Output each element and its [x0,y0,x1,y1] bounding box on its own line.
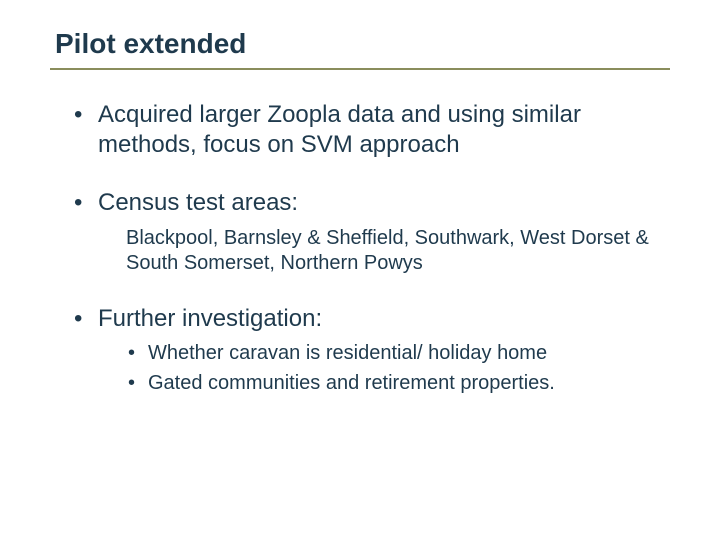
bullet-text: Acquired larger Zoopla data and using si… [98,101,581,158]
bullet-subtext: Blackpool, Barnsley & Sheffield, Southwa… [126,226,665,276]
slide: Pilot extended Acquired larger Zoopla da… [0,0,720,540]
bullet-item: Acquired larger Zoopla data and using si… [70,100,665,160]
sub-bullet-list: Whether caravan is residential/ holiday … [98,340,665,396]
bullet-item: Further investigation: Whether caravan i… [70,304,665,396]
bullet-text: Further investigation: [98,305,322,332]
sub-bullet-item: Gated communities and retirement propert… [126,370,665,396]
bullet-text: Census test areas: [98,189,298,216]
title-underline [50,68,670,70]
bullet-list: Acquired larger Zoopla data and using si… [50,100,670,396]
bullet-item: Census test areas: Blackpool, Barnsley &… [70,188,665,276]
slide-title: Pilot extended [55,28,670,60]
sub-bullet-item: Whether caravan is residential/ holiday … [126,340,665,366]
